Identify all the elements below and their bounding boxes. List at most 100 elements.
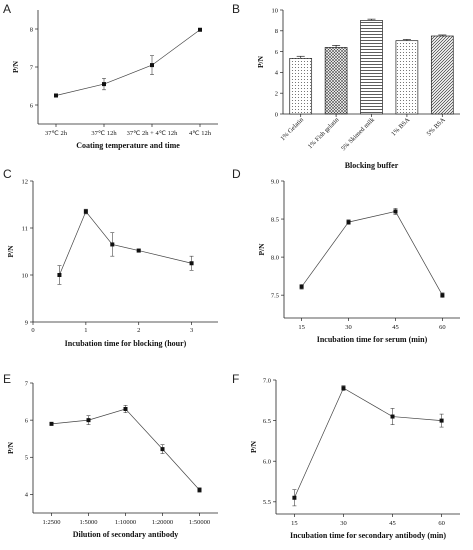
y-tick-label: 4 [25,492,29,499]
y-tick-label: 12 [22,178,29,185]
data-point [54,93,58,98]
x-tick-label: 2 [137,327,140,334]
chart-panel-a: A 6 7 8 37℃ 2h 37℃ 12h 37℃ 2h + 4℃ 12h 4℃ 12h Co… [3,2,218,150]
y-tick-label: 0 [275,111,278,118]
y-tick-label: 10 [272,7,279,14]
x-category-label: 15 [291,520,298,527]
x-axis-title: Incubation time for secondary antibody (… [290,531,446,540]
panel-letter: D [232,167,241,181]
series-line [301,211,443,296]
data-point [197,487,202,492]
y-axis-title: P/N [6,441,15,454]
x-category-label: 37℃ 2h + 4℃ 12h [127,130,179,137]
y-axis-title: P/N [6,245,15,258]
series-line [59,210,192,276]
y-tick-label: 10 [22,272,29,279]
x-category-label: 1:20000 [152,519,173,526]
x-category-label: 45 [389,520,396,527]
chart-panel-b: B 0 2 4 6 8 10 1% Gelatin 1% Fish gelatin 5% Skim… [232,2,460,170]
bar [430,35,454,115]
x-category-label: 5% Skimed milk [340,116,376,152]
y-tick-label: 6 [30,102,34,109]
data-point [346,220,351,225]
x-category-label: 60 [439,324,446,331]
y-axis-title: P/N [256,55,265,68]
x-tick-label: 1 [84,327,87,334]
y-tick-label: 2 [275,91,278,98]
x-axis-title: Incubation time for blocking (hour) [65,339,187,348]
data-point [198,27,202,32]
x-category-label: 30 [340,520,347,527]
data-point [102,82,106,87]
x-category-label: 1:10000 [115,519,136,526]
data-point [160,447,165,452]
y-tick-label: 8.5 [271,216,279,223]
data-point [49,421,54,426]
data-point [393,209,398,214]
data-point [390,414,395,419]
x-category-label: 5% BSA [426,116,447,137]
x-axis-title: Coating temperature and time [76,141,180,150]
y-tick-label: 7.5 [271,292,279,299]
x-category-label: 15 [298,324,305,331]
y-axis-title: P/N [11,60,20,73]
series-line [51,408,200,491]
x-tick-label: 3 [190,327,193,334]
panel-letter: F [232,372,239,386]
y-tick-label: 6 [25,417,29,424]
x-category-label: 1% Fish gelatin [307,116,341,150]
bar [395,40,419,115]
bar [324,47,348,115]
x-axis-title: Dilution of secondary antibody [73,530,179,539]
x-category-label: 37℃ 12h [91,130,117,137]
y-axis-title: P/N [249,440,258,453]
x-category-label: 1:5000 [79,519,97,526]
y-tick-label: 5.5 [263,499,271,506]
chart-panel-d: D 7.5 8.0 8.5 9.0 15 30 45 60 Incubation time for… [232,167,460,344]
data-point [136,248,141,253]
data-point [439,418,444,423]
x-category-label: 1% BSA [390,116,411,137]
series-line [55,29,201,96]
y-tick-label: 8 [30,26,33,33]
chart-panel-e: E 4 5 6 7 1:2500 1:5000 1:10000 1:20000 1:50000 Di… [3,372,218,539]
y-tick-label: 6 [275,49,279,56]
y-tick-label: 9 [25,319,28,326]
x-category-label: 30 [345,324,352,331]
chart-panel-f: F 5.5 6.0 6.5 7.0 15 30 45 60 Incubation time for… [232,372,460,540]
y-tick-label: 9.0 [271,178,279,185]
panel-letter: E [3,372,11,386]
data-point [57,273,62,277]
panel-letter: C [3,167,12,181]
data-point [123,407,128,411]
y-tick-label: 11 [22,225,28,232]
y-tick-label: 7 [30,64,34,71]
y-tick-label: 7.0 [263,377,271,384]
panel-letter: A [3,2,11,16]
data-point [440,293,445,298]
x-category-label: 1% Gelatin [279,116,305,142]
x-category-label: 60 [438,520,445,527]
y-axis-title: P/N [257,243,266,256]
bar [360,20,383,115]
y-tick-label: 8.0 [271,254,279,261]
x-category-label: 4℃ 12h [189,130,212,137]
y-tick-label: 8 [275,28,278,35]
data-point [299,284,304,289]
x-category-label: 1:2500 [42,519,60,526]
x-axis-title: Incubation time for serum (min) [317,335,428,344]
x-category-label: 37℃ 2h [45,130,68,137]
y-tick-label: 7 [25,380,29,387]
x-tick-label: 0 [31,327,34,334]
data-point [83,209,88,214]
charts-layer: A 6 7 8 37℃ 2h 37℃ 12h 37℃ 2h + 4℃ 12h 4℃ 12h Co… [3,2,460,540]
data-point [189,261,194,266]
y-tick-label: 4 [275,70,279,77]
y-tick-label: 5 [25,455,28,462]
y-tick-label: 6.0 [263,459,271,466]
x-category-label: 45 [392,324,399,331]
data-point [341,386,346,391]
series-line [294,387,442,498]
